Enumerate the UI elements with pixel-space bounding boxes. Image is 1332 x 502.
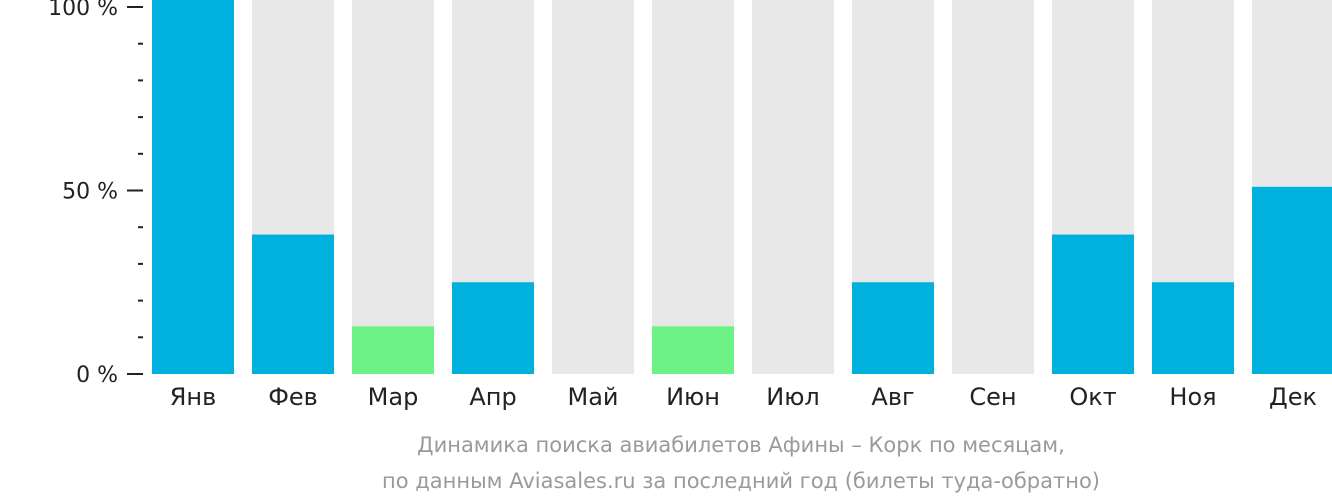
y-tick-label: 100 %: [48, 0, 118, 21]
chart-caption-line2: по данным Aviasales.ru за последний год …: [382, 469, 1100, 493]
bar-track-6: [652, 0, 734, 374]
x-tick-label: Ноя: [1169, 383, 1216, 411]
bar-6: [652, 326, 734, 374]
x-tick-label: Июл: [766, 383, 820, 411]
x-tick-label: Июн: [666, 383, 720, 411]
bar-2: [252, 234, 334, 374]
bars: [152, 0, 1332, 374]
x-tick-label: Фев: [268, 383, 318, 411]
y-tick-label: 50 %: [62, 180, 118, 205]
x-axis-labels: Янв Фев Мар Апр Май Июн Июл Авг Сен Окт Ноя Дек: [170, 383, 1317, 411]
y-axis: 100 % 50 % 0 %: [48, 0, 143, 388]
x-tick-label: Янв: [170, 383, 217, 411]
bar-1: [152, 0, 234, 374]
bar-12: [1252, 186, 1332, 374]
bar-10: [1052, 234, 1134, 374]
chart-caption-line1: Динамика поиска авиабилетов Афины – Корк…: [417, 433, 1065, 457]
bar-11: [1152, 282, 1234, 374]
x-tick-label: Сен: [969, 383, 1016, 411]
x-tick-label: Дек: [1269, 383, 1317, 411]
bar-4: [452, 282, 534, 374]
bar-8: [852, 282, 934, 374]
bar-track-3: [352, 0, 434, 374]
bar-track-5: [552, 0, 634, 374]
x-tick-label: Окт: [1069, 383, 1116, 411]
x-tick-label: Май: [567, 383, 618, 411]
y-tick-label: 0 %: [76, 363, 118, 388]
x-tick-label: Мар: [368, 383, 419, 411]
bar-track-9: [952, 0, 1034, 374]
x-tick-label: Авг: [871, 383, 914, 411]
x-tick-label: Апр: [469, 383, 516, 411]
bar-track-7: [752, 0, 834, 374]
bar-3: [352, 326, 434, 374]
